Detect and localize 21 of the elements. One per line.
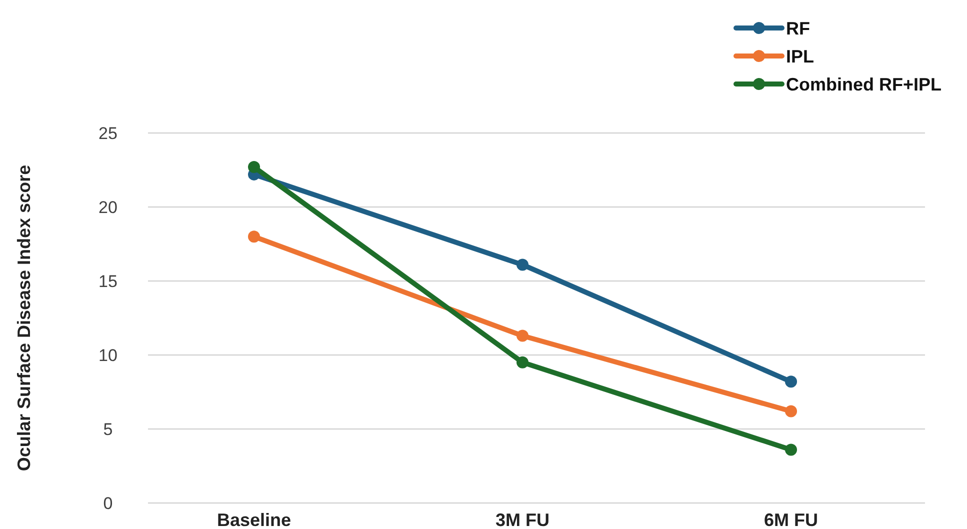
point: [248, 230, 260, 243]
point: [248, 161, 260, 174]
y-tick-label: 25: [98, 124, 118, 143]
x-tick-label: 6M FU: [764, 510, 818, 529]
y-tick-label: 20: [98, 198, 118, 217]
point: [516, 258, 528, 271]
point: [516, 330, 528, 342]
legend-label: IPL: [786, 46, 814, 66]
point: [785, 376, 797, 388]
y-tick-label: 5: [103, 420, 113, 439]
point: [516, 356, 528, 368]
point: [785, 405, 797, 418]
y-tick-label: 15: [98, 272, 118, 291]
legend-label: RF: [786, 18, 810, 38]
y-axis-title: Ocular Surface Disease Index score: [14, 164, 34, 472]
y-tick-label: 10: [98, 346, 118, 365]
x-tick-label: Baseline: [216, 510, 292, 529]
legend-label: Combined RF+IPL: [786, 74, 942, 94]
x-tick-label: 3M FU: [496, 510, 550, 529]
y-tick-label: 0: [103, 494, 113, 513]
point: [785, 444, 797, 456]
